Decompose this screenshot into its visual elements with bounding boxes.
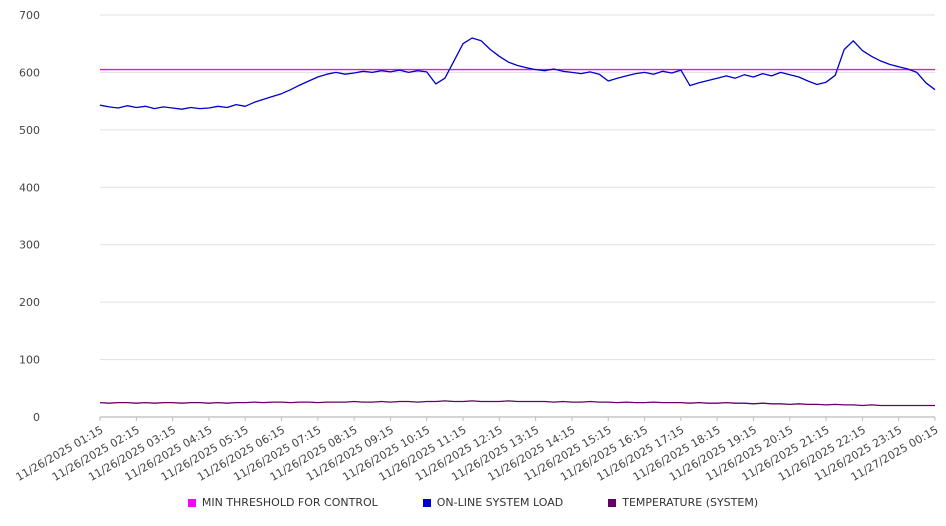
svg-text:100: 100 <box>19 354 40 367</box>
svg-text:0: 0 <box>33 411 40 424</box>
svg-text:400: 400 <box>19 181 40 194</box>
temperature-system-swatch-icon <box>608 498 617 507</box>
legend-item-min-threshold[interactable]: MIN THRESHOLD FOR CONTROL <box>187 496 378 509</box>
legend-label-temperature-system: TEMPERATURE (SYSTEM) <box>622 496 759 509</box>
min-threshold-swatch-icon <box>187 498 196 507</box>
legend-label-online-system-load: ON-LINE SYSTEM LOAD <box>436 496 564 509</box>
system-load-chart: 0 100 200 300 400 500 600 700 11/26/2025 01:15 11… <box>14 9 941 484</box>
svg-text:300: 300 <box>19 239 40 252</box>
legend-item-temperature-system[interactable]: TEMPERATURE (SYSTEM) <box>608 496 758 509</box>
legend: MIN THRESHOLD FOR CONTROL ON-LINE SYSTEM… <box>0 496 946 509</box>
svg-text:600: 600 <box>19 66 40 79</box>
online-system-load-swatch-icon <box>422 498 431 507</box>
svg-text:200: 200 <box>19 296 40 309</box>
svg-text:700: 700 <box>19 9 40 22</box>
svg-text:500: 500 <box>19 124 40 137</box>
legend-label-min-threshold: MIN THRESHOLD FOR CONTROL <box>201 496 378 509</box>
legend-item-online-system-load[interactable]: ON-LINE SYSTEM LOAD <box>422 496 564 509</box>
